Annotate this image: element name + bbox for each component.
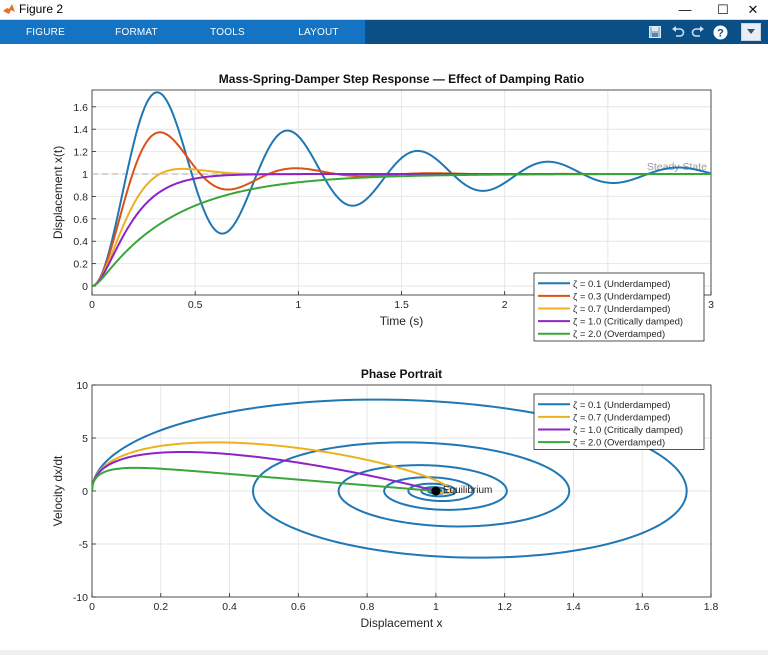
legend-entry: ζ = 0.1 (Underdamped) (573, 279, 670, 290)
y-tick-label: 10 (76, 380, 88, 392)
window-title: Figure 2 (19, 2, 64, 16)
x-tick-label: 1 (295, 299, 301, 311)
x-tick-label: 0.4 (222, 601, 237, 613)
save-icon[interactable] (648, 23, 662, 41)
help-icon[interactable]: ? (712, 23, 728, 41)
legend-entry: ζ = 2.0 (Overdamped) (573, 438, 665, 449)
series-line (92, 91, 711, 288)
window-titlebar: Figure 2 — ☐ ✕ (0, 0, 768, 20)
legend: ζ = 0.1 (Underdamped)ζ = 0.3 (Underdampe… (533, 272, 705, 342)
y-axis-label: Velocity dx/dt (51, 455, 65, 526)
dropdown-icon[interactable] (741, 23, 761, 41)
y-tick-label: 0.6 (73, 214, 88, 226)
figure-canvas: 00.511.522.5300.20.40.60.811.21.41.6Mass… (0, 44, 768, 650)
y-tick-label: 0.2 (73, 259, 88, 271)
x-tick-label: 3 (708, 299, 714, 311)
toolstrip: FIGURE FORMAT TOOLS LAYOUT ? (0, 20, 768, 44)
x-tick-label: 1.4 (566, 601, 581, 613)
legend-entry: ζ = 0.7 (Underdamped) (573, 304, 670, 315)
axes-phase-portrait: 0 0.2 0.4 0.6 0.8 1 1.2 1.4 1.6 1.8 -10 -5 0 5 10 Phase… (51, 367, 718, 630)
figure-svg: 00.511.522.5300.20.40.60.811.21.41.6Mass… (51, 72, 718, 630)
redo-icon[interactable] (690, 23, 706, 41)
legend-box (533, 272, 705, 342)
tab-tools[interactable]: TOOLS (210, 26, 245, 38)
matlab-logo-icon (3, 4, 15, 14)
y-tick-label: 0 (82, 281, 88, 293)
y-tick-label: 0.4 (73, 236, 88, 248)
x-tick-label: 1.2 (497, 601, 512, 613)
x-tick-label: 0.5 (188, 299, 203, 311)
y-tick-label: 1 (82, 169, 88, 181)
x-tick-label: 1.5 (394, 299, 409, 311)
x-tick-label: 2 (502, 299, 508, 311)
chart-title: Phase Portrait (361, 367, 442, 381)
tab-figure[interactable]: FIGURE (26, 26, 65, 38)
x-tick-label: 0.6 (291, 601, 306, 613)
minimize-button[interactable]: — (678, 2, 692, 17)
x-axis-label: Displacement x (360, 616, 442, 630)
maximize-button[interactable]: ☐ (717, 1, 729, 17)
y-axis-label: Displacement x(t) (51, 146, 65, 239)
x-tick-label: 0 (89, 601, 95, 613)
y-tick-label: 1.4 (73, 124, 88, 136)
x-tick-label: 0.2 (153, 601, 168, 613)
x-tick-label: 1.6 (635, 601, 650, 613)
toolstrip-tabs: FIGURE FORMAT TOOLS LAYOUT (0, 20, 365, 44)
y-tick-label: 0.8 (73, 191, 88, 203)
chart-title: Mass-Spring-Damper Step Response — Effec… (219, 72, 584, 86)
y-tick-label: -5 (79, 539, 88, 551)
y-tick-label: 1.6 (73, 102, 88, 114)
series-group (92, 91, 711, 288)
y-tick-label: 0 (82, 486, 88, 498)
legend-entry: ζ = 0.7 (Underdamped) (573, 412, 670, 423)
series-line (92, 173, 711, 288)
x-tick-label: 0.8 (360, 601, 375, 613)
undo-icon[interactable] (670, 23, 686, 41)
tab-format[interactable]: FORMAT (115, 26, 158, 38)
legend-entry: ζ = 0.3 (Underdamped) (573, 291, 670, 302)
x-tick-label: 1 (433, 601, 439, 613)
x-axis-label: Time (s) (380, 314, 424, 328)
tab-layout[interactable]: LAYOUT (298, 26, 339, 38)
axes-step-response: 00.511.522.5300.20.40.60.811.21.41.6Mass… (51, 72, 714, 342)
y-tick-label: -10 (73, 592, 88, 604)
equilibrium-marker (431, 486, 441, 496)
legend: ζ = 0.1 (Underdamped)ζ = 0.7 (Underdampe… (533, 393, 705, 450)
legend-box (533, 393, 705, 450)
legend-entry: ζ = 1.0 (Critically damped) (573, 317, 683, 328)
close-button[interactable]: ✕ (747, 1, 759, 17)
x-tick-label: 0 (89, 299, 95, 311)
equilibrium-label: Equilibrium (443, 485, 492, 496)
y-tick-label: 5 (82, 433, 88, 445)
legend-entry: ζ = 2.0 (Overdamped) (573, 329, 665, 340)
legend-entry: ζ = 1.0 (Critically damped) (573, 425, 683, 436)
x-tick-label: 1.8 (704, 601, 719, 613)
legend-entry: ζ = 0.1 (Underdamped) (573, 400, 670, 411)
svg-text:?: ? (717, 27, 724, 39)
y-tick-label: 1.2 (73, 147, 88, 159)
